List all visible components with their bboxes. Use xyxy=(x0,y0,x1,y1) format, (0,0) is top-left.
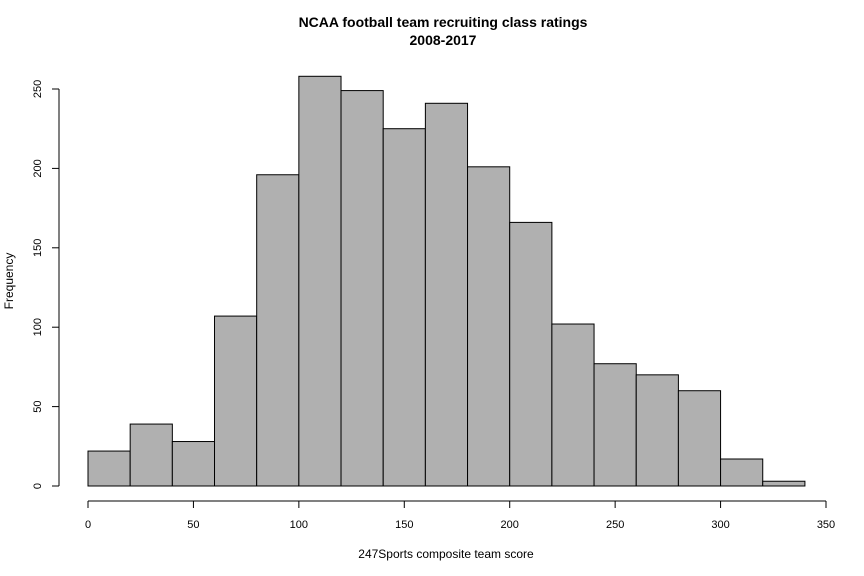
y-axis-label: Frequency xyxy=(2,253,16,310)
histogram-bar xyxy=(129,423,173,487)
x-tick-label: 300 xyxy=(711,519,729,531)
x-tick-label: 350 xyxy=(817,519,835,531)
x-tick-label: 200 xyxy=(501,519,519,531)
x-tick-label: 150 xyxy=(395,519,413,531)
histogram-bar xyxy=(762,480,806,487)
histogram-bar xyxy=(87,450,131,487)
y-tick-label: 0 xyxy=(32,483,44,489)
histogram-bar xyxy=(593,363,637,487)
histogram-bar xyxy=(424,102,469,487)
y-tick-label: 150 xyxy=(32,239,44,257)
chart-title: NCAA football team recruiting class rati… xyxy=(299,14,588,30)
histogram-bar xyxy=(467,166,511,487)
histogram-bar xyxy=(171,441,216,487)
histogram-bar xyxy=(214,315,258,487)
x-tick-label: 0 xyxy=(85,519,91,531)
y-axis: 0 50 100 150 200 250 xyxy=(32,80,60,489)
histogram-bars xyxy=(87,75,806,487)
chart-subtitle: 2008-2017 xyxy=(410,32,477,48)
histogram-bar xyxy=(256,174,300,487)
x-tick-label: 50 xyxy=(187,519,199,531)
y-tick-label: 200 xyxy=(32,159,44,177)
x-axis: 0 50 100 150 200 250 300 350 xyxy=(85,500,835,531)
histogram-bar xyxy=(635,374,679,487)
x-tick-label: 100 xyxy=(290,519,308,531)
y-tick-label: 50 xyxy=(32,400,44,412)
histogram-bar xyxy=(551,323,595,487)
histogram-bar xyxy=(340,90,384,487)
histogram-bar xyxy=(720,458,764,487)
y-tick-label: 100 xyxy=(32,318,44,336)
y-tick-label: 250 xyxy=(32,80,44,98)
histogram-bar xyxy=(382,128,426,487)
histogram-bar xyxy=(509,221,553,487)
x-tick-label: 250 xyxy=(606,519,624,531)
x-axis-label: 247Sports composite team score xyxy=(358,547,534,561)
histogram-bar xyxy=(677,390,722,487)
histogram-bar xyxy=(298,75,342,487)
